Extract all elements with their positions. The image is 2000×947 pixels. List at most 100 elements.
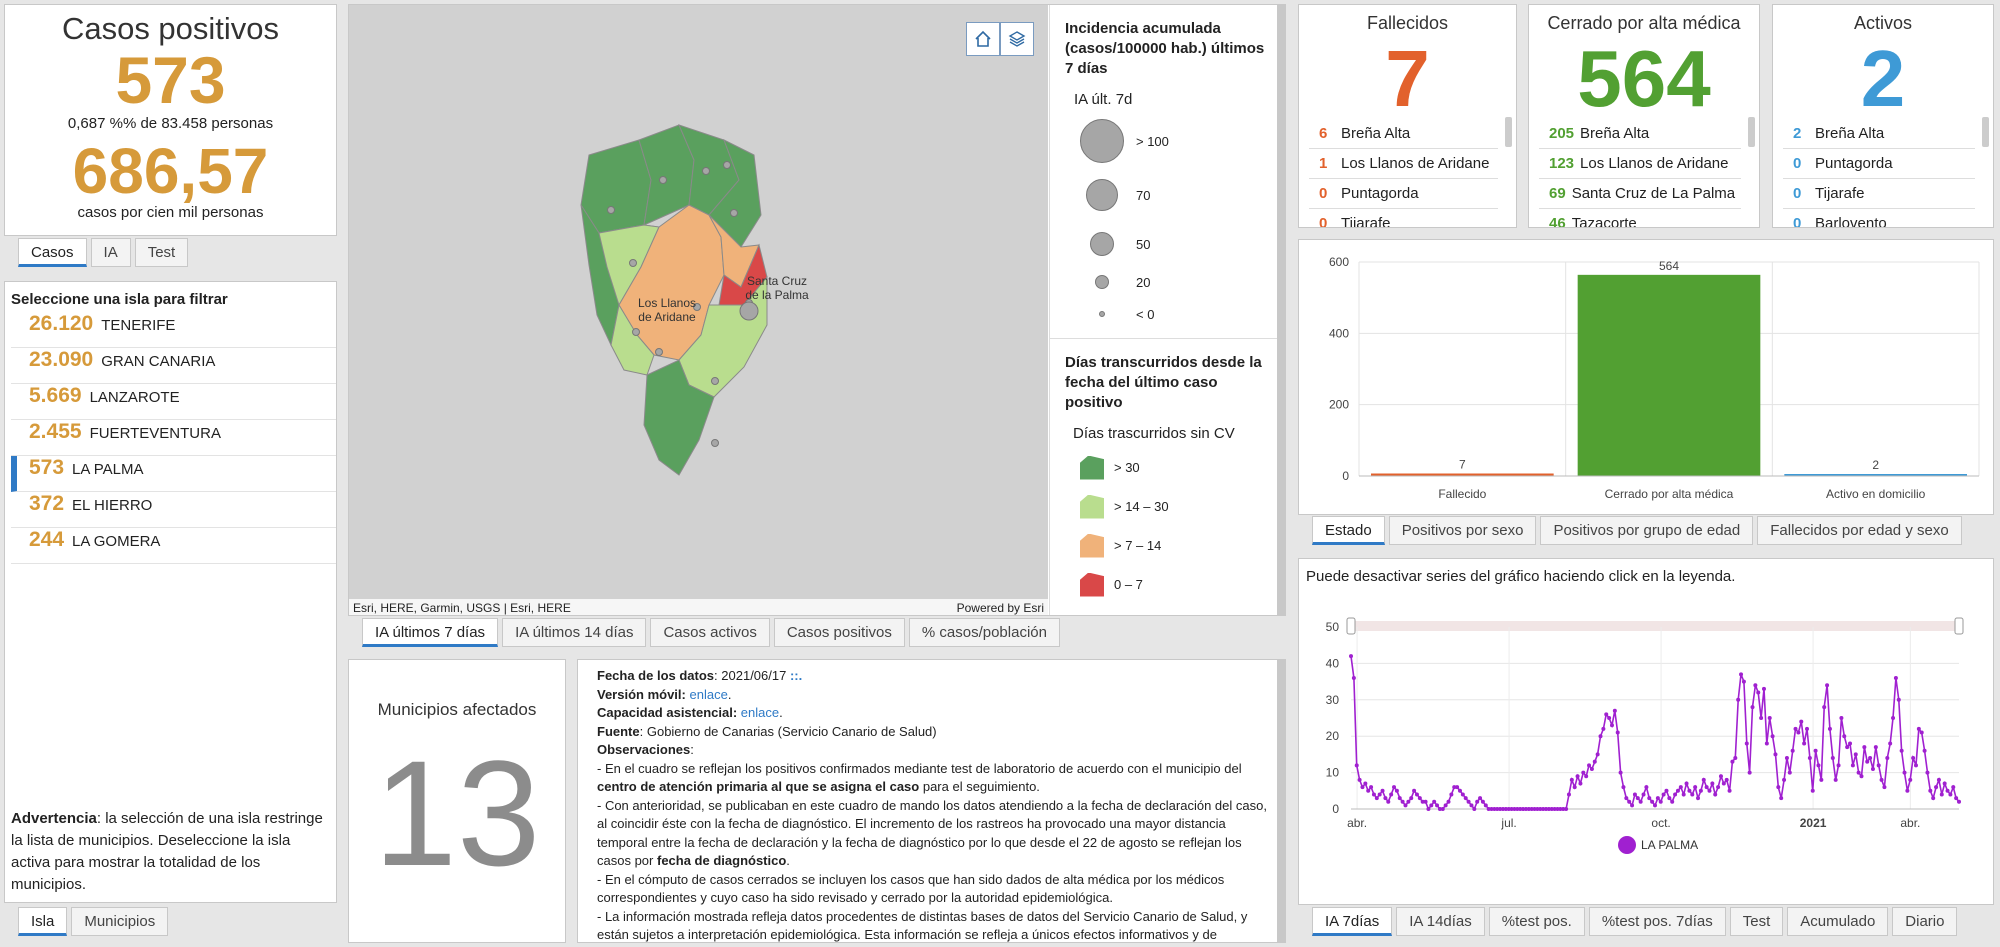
series-la-palma-point	[1879, 777, 1884, 782]
isla-item[interactable]: 5.669 LANZAROTE	[11, 384, 336, 420]
series-la-palma-point	[1805, 726, 1809, 731]
tab-test[interactable]: Test	[134, 238, 189, 267]
tab-isla[interactable]: Isla	[18, 907, 68, 936]
series-la-palma-point	[1412, 788, 1417, 793]
series-la-palma-point	[1893, 675, 1898, 680]
fallecidos-municipio-row[interactable]: 0 Tijarafe	[1309, 209, 1498, 228]
tab-municipios[interactable]: Municipios	[71, 907, 169, 936]
series-la-palma-point	[1360, 785, 1365, 790]
isla-item[interactable]: 573 LA PALMA	[11, 456, 336, 492]
map-home-button[interactable]	[966, 22, 1000, 56]
activos-municipio-row[interactable]: 0 Barlovento	[1783, 209, 1975, 227]
line-range-selector[interactable]	[1351, 621, 1959, 631]
series-la-palma-point	[1802, 741, 1807, 746]
municipio-name: Breña Alta	[1580, 125, 1650, 142]
cerrado-municipio-row[interactable]: 46 Tazacorte	[1539, 209, 1741, 227]
series-la-palma-point	[1896, 697, 1901, 702]
legend-class-item: 0 – 7	[1080, 565, 1277, 604]
tab-casos-positivos[interactable]: Casos positivos	[773, 618, 905, 647]
series-la-palma-point	[1908, 777, 1913, 782]
map-layers-button[interactable]	[1000, 22, 1034, 56]
series-la-palma-point	[1555, 807, 1560, 811]
legend-scrollbar[interactable]	[1277, 5, 1285, 615]
info-scrollbar[interactable]	[1277, 660, 1285, 942]
series-la-palma-point	[1704, 785, 1709, 790]
isla-item[interactable]: 26.120 TENERIFE	[11, 312, 336, 348]
map-view[interactable]: Los Llanos de Aridane Santa Cruz de la P…	[349, 5, 1048, 616]
tab-positivos-sexo[interactable]: Positivos por sexo	[1388, 516, 1537, 545]
cerrado-scrollbar[interactable]	[1748, 117, 1755, 147]
fallecidos-value: 7	[1385, 34, 1430, 123]
activos-scrollbar[interactable]	[1982, 117, 1989, 147]
movil-link[interactable]: enlace	[689, 686, 728, 702]
ia-line-chart[interactable]: 0 10 20 30 40 50 abr. jul. oct. 2021 abr. LA PALMA	[1299, 605, 1994, 905]
isla-item[interactable]: 244 LA GOMERA	[11, 528, 336, 564]
series-la-palma-point	[1592, 759, 1597, 764]
legend-title-ia: Incidencia acumulada (casos/100000 hab.)…	[1065, 20, 1265, 77]
estado-bar-chart[interactable]: 0 200 400 600 7 Fallecido 564 Cerrado por alta …	[1299, 240, 1994, 515]
range-handle-left[interactable]	[1346, 617, 1356, 635]
tab-casos-activos[interactable]: Casos activos	[650, 618, 770, 647]
municipio-name: Tijarafe	[1815, 185, 1865, 202]
tab-casos[interactable]: Casos	[18, 238, 87, 267]
series-la-palma-point	[1916, 726, 1921, 731]
legend-la-palma-label[interactable]: LA PALMA	[1641, 838, 1698, 852]
cerrado-municipio-row[interactable]: 205 Breña Alta	[1539, 119, 1741, 149]
tab-porcentaje-poblacion[interactable]: % casos/población	[908, 618, 1060, 647]
tab-ia-7dias[interactable]: IA 7días	[1312, 907, 1393, 936]
series-la-palma-point	[1440, 807, 1445, 811]
cerrado-municipio-row[interactable]: 123 Los Llanos de Aridane	[1539, 149, 1741, 179]
activos-municipio-row[interactable]: 2 Breña Alta	[1783, 119, 1975, 149]
legend-circle-xl	[1080, 119, 1124, 163]
legend-swatch	[1080, 533, 1104, 558]
capacidad-link[interactable]: enlace	[740, 705, 780, 720]
tab-ia[interactable]: IA	[90, 238, 131, 267]
tab-test-pos[interactable]: %test pos.	[1488, 907, 1585, 936]
tab-ia-14-dias[interactable]: IA últimos 14 días	[502, 618, 647, 647]
tab-test-pos-7dias[interactable]: %test pos. 7días	[1588, 907, 1726, 936]
series-la-palma-point	[1627, 799, 1632, 804]
tab-ia-14dias[interactable]: IA 14días	[1396, 907, 1485, 936]
map-ia-circle	[655, 348, 663, 356]
isla-item[interactable]: 2.455 FUERTEVENTURA	[11, 420, 336, 456]
line-ytick-label: 10	[1326, 766, 1340, 780]
map-ia-circle	[730, 209, 738, 217]
tab-acumulado[interactable]: Acumulado	[1787, 907, 1889, 936]
fallecidos-municipio-row[interactable]: 6 Breña Alta	[1309, 119, 1498, 149]
cerrado-card: Cerrado por alta médica 564 205 Breña Alt…	[1528, 4, 1760, 228]
fallecidos-municipio-row[interactable]: 0 Puntagorda	[1309, 179, 1498, 209]
tab-positivos-edad[interactable]: Positivos por grupo de edad	[1540, 516, 1754, 545]
fallecidos-municipio-row[interactable]: 1 Los Llanos de Aridane	[1309, 149, 1498, 179]
series-la-palma-point	[1604, 712, 1609, 717]
tab-test[interactable]: Test	[1729, 907, 1784, 936]
series-la-palma-point	[1862, 745, 1867, 750]
isla-item[interactable]: 372 EL HIERRO	[11, 492, 336, 528]
tab-diario[interactable]: Diario	[1892, 907, 1958, 936]
activos-municipio-row[interactable]: 0 Tijarafe	[1783, 179, 1975, 209]
series-la-palma-point	[1414, 792, 1419, 797]
series-la-palma-point	[1698, 788, 1703, 793]
la-palma-map[interactable]: Los Llanos de Aridane Santa Cruz de la P…	[349, 5, 1048, 616]
activos-municipio-row[interactable]: 0 Puntagorda	[1783, 149, 1975, 179]
series-la-palma-point	[1868, 756, 1873, 761]
legend-swatch	[1080, 572, 1104, 597]
series-la-palma-point	[1561, 807, 1566, 811]
municipio-name: Tijarafe	[1341, 215, 1391, 228]
series-la-palma-point	[1684, 781, 1689, 786]
fallecidos-list: 6 Breña Alta 1 Los Llanos de Aridane 0 Puntag…	[1309, 119, 1498, 228]
map-label-llanos-2: de Aridane	[638, 310, 696, 324]
isla-item[interactable]: 23.090 GRAN CANARIA	[11, 348, 336, 384]
tab-estado[interactable]: Estado	[1312, 516, 1385, 545]
cerrado-municipio-row[interactable]: 69 Santa Cruz de La Palma	[1539, 179, 1741, 209]
legend-la-palma-marker[interactable]	[1618, 836, 1636, 854]
map-powered-by[interactable]: Powered by Esri	[956, 601, 1044, 615]
legend-swatch	[1080, 455, 1104, 480]
series-la-palma-point	[1885, 756, 1890, 761]
tab-fallecidos-edad-sexo[interactable]: Fallecidos por edad y sexo	[1757, 516, 1962, 545]
fallecidos-scrollbar[interactable]	[1505, 117, 1512, 147]
municipio-count: 123	[1549, 155, 1575, 172]
range-handle-right[interactable]	[1954, 617, 1964, 635]
isla-name: TENERIFE	[101, 317, 176, 334]
series-la-palma-point	[1819, 777, 1824, 782]
tab-ia-7-dias[interactable]: IA últimos 7 días	[362, 618, 499, 647]
